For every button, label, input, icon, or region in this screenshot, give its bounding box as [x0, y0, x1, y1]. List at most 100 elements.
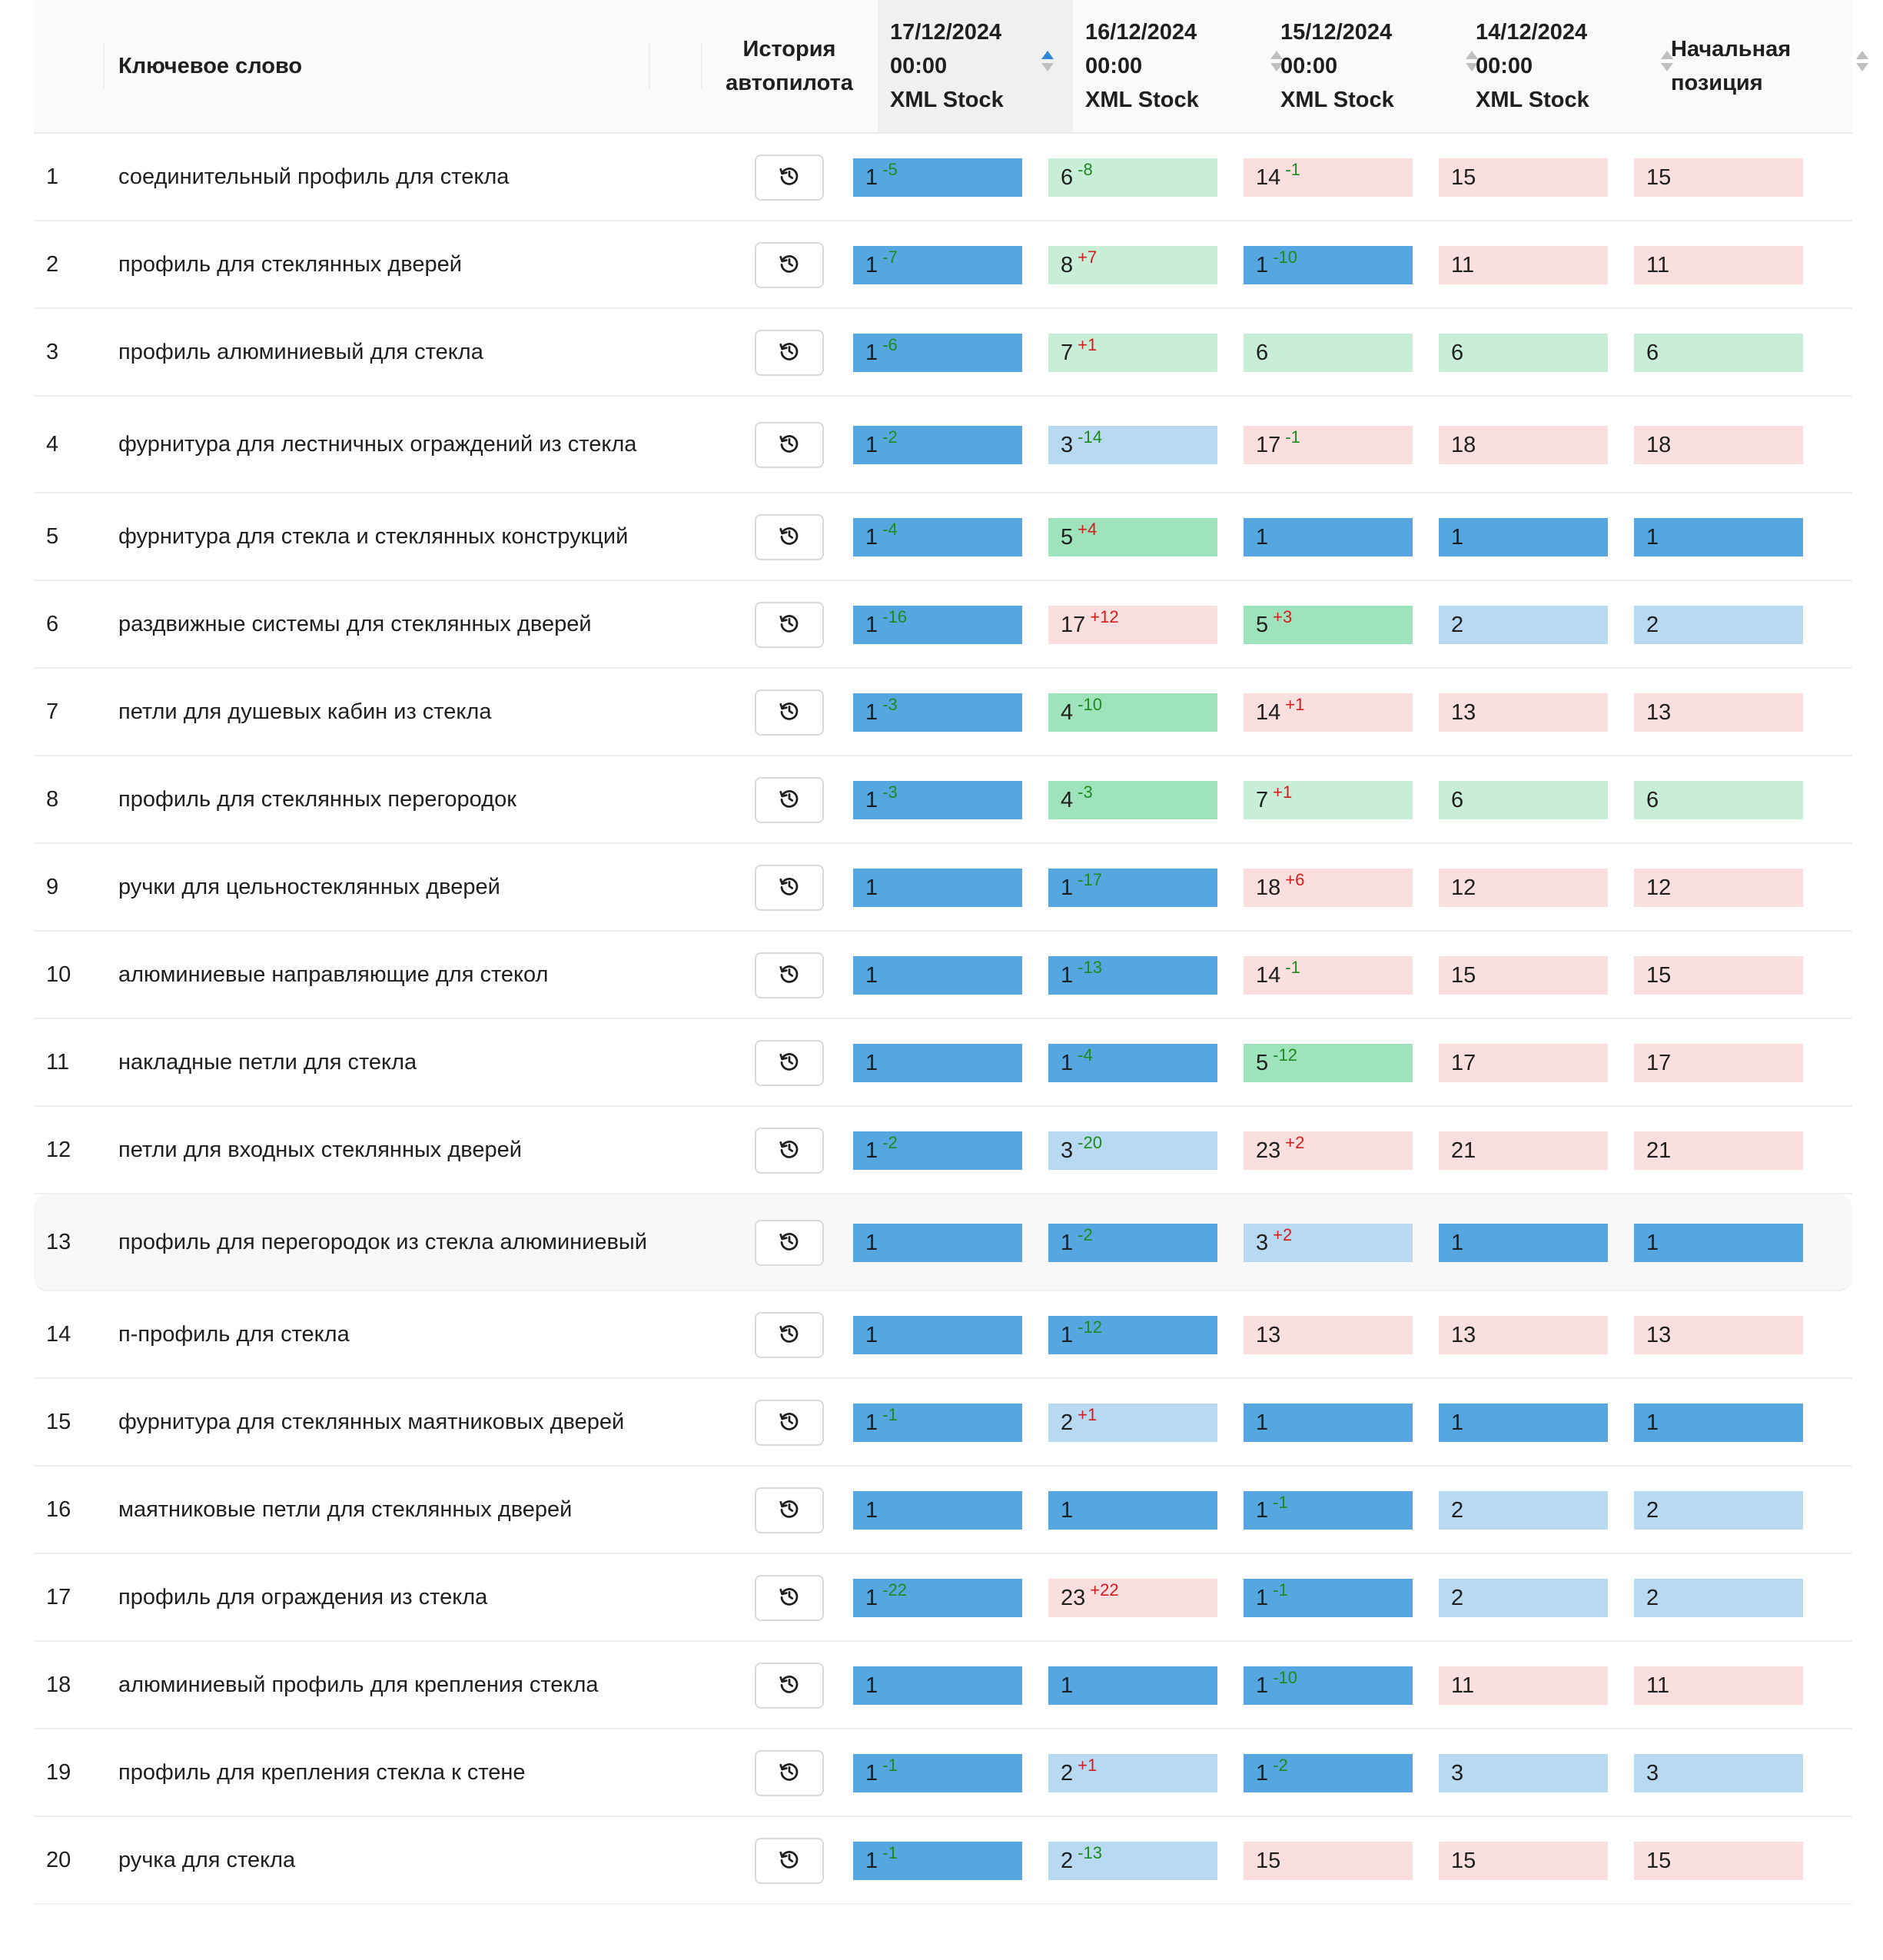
position-cell: 17	[1439, 1044, 1608, 1082]
position-cell: 1 -3	[853, 781, 1022, 819]
position-delta: -10	[1078, 695, 1102, 714]
table-row: 12 петли для входных стеклянных дверей 1 -2…	[34, 1107, 1852, 1194]
keyword-text: алюминиевые направляющие для стекол	[118, 962, 549, 987]
position-value: 1	[1061, 1322, 1074, 1347]
autopilot-history-button[interactable]	[755, 1040, 824, 1086]
row-number: 14	[46, 1321, 71, 1347]
position-value: 5	[1061, 524, 1074, 550]
position-delta: -1	[1285, 160, 1300, 179]
position-cell: 1	[853, 1044, 1022, 1082]
header-date-line1: 14/12/2024	[1476, 20, 1588, 45]
sort-arrows-icon[interactable]	[1270, 51, 1284, 74]
autopilot-history-button[interactable]	[755, 1312, 824, 1358]
autopilot-history-button[interactable]	[755, 777, 824, 823]
position-cell: 17 -1	[1244, 426, 1413, 464]
header-start-position[interactable]: Начальная позиция	[1659, 0, 1868, 132]
position-value: 13	[1256, 1322, 1281, 1347]
position-cell: 2	[1439, 1491, 1608, 1530]
position-cell: 1	[853, 1491, 1022, 1530]
autopilot-history-button[interactable]	[755, 1220, 824, 1266]
row-number: 6	[46, 611, 59, 636]
history-clock-icon	[778, 1138, 801, 1164]
position-cell: 1	[1439, 1224, 1608, 1262]
position-value: 1	[865, 1673, 878, 1698]
autopilot-history-button[interactable]	[755, 1750, 824, 1796]
header-date-0[interactable]: 17/12/2024 00:00 XML Stock	[878, 0, 1073, 132]
position-cell: 13	[1634, 1316, 1803, 1354]
table-row: 4 фурнитура для лестничных ограждений из …	[34, 397, 1852, 493]
header-date-3[interactable]: 14/12/2024 00:00 XML Stock	[1463, 0, 1673, 132]
autopilot-history-button[interactable]	[755, 422, 824, 468]
position-value: 11	[1646, 1673, 1670, 1698]
position-cell: 17	[1634, 1044, 1803, 1082]
position-value: 15	[1646, 164, 1672, 190]
position-value: 15	[1256, 1848, 1281, 1873]
position-value: 1	[865, 1230, 878, 1255]
position-delta: +6	[1285, 870, 1305, 889]
row-number: 7	[46, 699, 59, 724]
position-cell: 6	[1439, 781, 1608, 819]
autopilot-history-button[interactable]	[755, 952, 824, 998]
position-value: 1	[1061, 962, 1074, 988]
position-value: 1	[865, 1138, 878, 1163]
position-value: 7	[1256, 787, 1269, 812]
header-history-line2: автопилота	[726, 71, 853, 95]
keyword-text: ручки для цельностеклянных дверей	[118, 875, 500, 899]
position-delta: -4	[882, 520, 898, 539]
keyword-text: алюминиевый профиль для крепления стекла	[118, 1673, 599, 1697]
position-cell: 13	[1634, 693, 1803, 732]
autopilot-history-button[interactable]	[755, 865, 824, 911]
autopilot-history-button[interactable]	[755, 1838, 824, 1884]
autopilot-history-button[interactable]	[755, 514, 824, 560]
autopilot-history-button[interactable]	[755, 1575, 824, 1621]
header-date-2[interactable]: 15/12/2024 00:00 XML Stock	[1268, 0, 1478, 132]
header-date-1[interactable]: 16/12/2024 00:00 XML Stock	[1073, 0, 1283, 132]
sort-arrows-icon[interactable]	[1855, 51, 1869, 74]
position-delta: -22	[882, 1580, 907, 1600]
autopilot-history-button[interactable]	[755, 242, 824, 288]
position-delta: -8	[1078, 160, 1093, 179]
position-value: 3	[1451, 1760, 1464, 1786]
history-clock-icon	[778, 612, 801, 639]
history-clock-icon	[778, 524, 801, 551]
position-cell: 1 -2	[1048, 1224, 1217, 1262]
position-value: 1	[1061, 875, 1074, 900]
position-cell: 17 +12	[1048, 606, 1217, 644]
position-cell: 23 +22	[1048, 1579, 1217, 1617]
position-delta: -1	[1285, 958, 1300, 977]
scroll-fade	[0, 1891, 1883, 1960]
keyword-text: профиль для стеклянных перегородок	[118, 787, 516, 812]
position-delta: +12	[1090, 607, 1119, 626]
autopilot-history-button[interactable]	[755, 1400, 824, 1446]
position-cell: 1	[853, 1316, 1022, 1354]
keyword-text: фурнитура для стеклянных маятниковых две…	[118, 1410, 625, 1434]
autopilot-history-button[interactable]	[755, 1487, 824, 1533]
sort-arrows-icon[interactable]	[1041, 51, 1054, 74]
position-cell: 13	[1439, 693, 1608, 732]
position-cell: 1	[1439, 1404, 1608, 1442]
autopilot-history-button[interactable]	[755, 689, 824, 736]
position-value: 11	[1646, 252, 1670, 277]
autopilot-history-button[interactable]	[755, 330, 824, 376]
position-cell: 23 +2	[1244, 1131, 1413, 1170]
position-cell: 6 -8	[1048, 158, 1217, 197]
position-cell: 1	[1244, 1404, 1413, 1442]
sort-arrows-icon[interactable]	[1465, 51, 1479, 74]
position-value: 15	[1451, 164, 1476, 190]
position-cell: 1 -4	[1048, 1044, 1217, 1082]
table-row: 1 соединительный профиль для стекла 1 -5 6 -8…	[34, 134, 1852, 221]
position-cell: 1 -4	[853, 518, 1022, 556]
position-value: 5	[1256, 1050, 1269, 1075]
autopilot-history-button[interactable]	[755, 1128, 824, 1174]
position-value: 2	[1451, 1497, 1464, 1523]
position-cell: 1 -2	[1244, 1754, 1413, 1792]
sort-arrows-icon[interactable]	[1660, 51, 1674, 74]
header-keyword[interactable]: Ключевое слово	[118, 0, 656, 132]
autopilot-history-button[interactable]	[755, 154, 824, 201]
position-value: 1	[865, 524, 878, 550]
position-cell: 1 -1	[853, 1842, 1022, 1880]
autopilot-history-button[interactable]	[755, 602, 824, 648]
autopilot-history-button[interactable]	[755, 1663, 824, 1709]
position-cell: 7 +1	[1048, 334, 1217, 372]
position-value: 1	[865, 1410, 878, 1435]
